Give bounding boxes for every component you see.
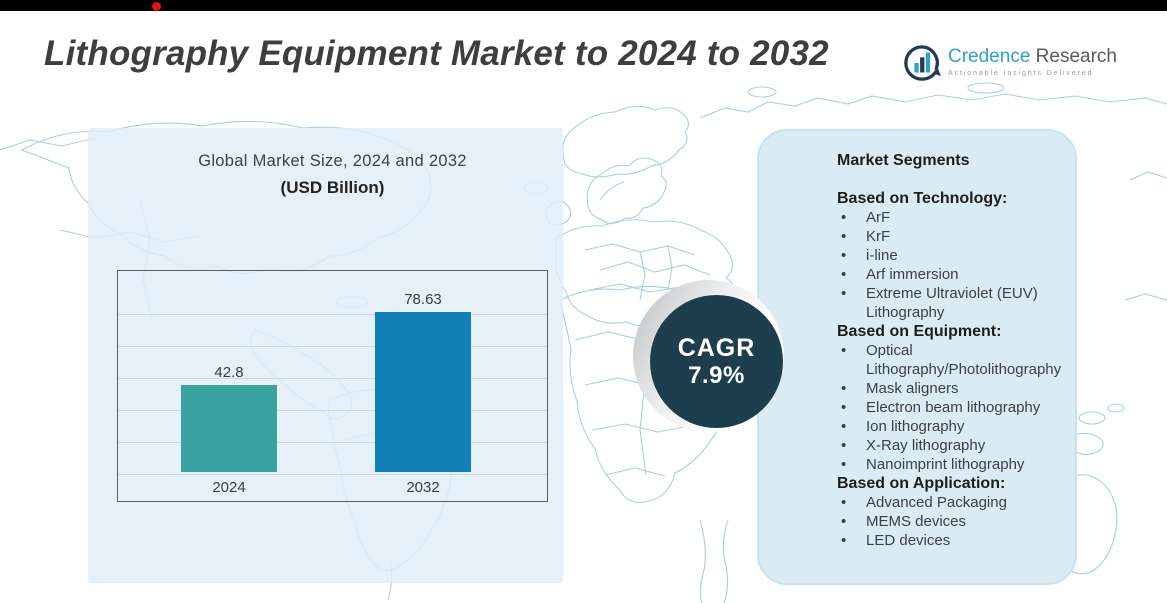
bar-group-2032: 78.63 xyxy=(375,291,471,472)
segment-list-application: Advanced Packaging MEMS devices LED devi… xyxy=(837,493,1062,550)
bar-2024 xyxy=(181,385,277,472)
segment-item: Ion lithography xyxy=(837,417,1062,436)
x-axis-label-2024: 2024 xyxy=(212,479,246,496)
bar-group-2024: 42.8 xyxy=(181,364,277,472)
segment-item: Electron beam lithography xyxy=(837,398,1062,417)
segment-item: Advanced Packaging xyxy=(837,493,1062,512)
segment-item: Optical Lithography/Photolithography xyxy=(837,341,1062,379)
gridline-baseline xyxy=(118,474,547,475)
chart-unit-label: (USD Billion) xyxy=(280,178,385,197)
gridline xyxy=(118,346,547,347)
credence-research-logo: Credence Research Actionable Insights De… xyxy=(903,44,1117,82)
gridline xyxy=(118,410,547,411)
logo-brand-secondary: Research xyxy=(1035,46,1117,67)
segment-item: i-line xyxy=(837,246,1062,265)
logo-brand-name: Credence Research xyxy=(948,47,1117,67)
segment-item: Extreme Ultraviolet (EUV) Lithography xyxy=(837,284,1062,322)
segment-item: Mask aligners xyxy=(837,379,1062,398)
bar-2032 xyxy=(375,312,471,472)
logo-text: Credence Research Actionable Insights De… xyxy=(948,44,1117,78)
gridline xyxy=(118,314,547,315)
top-black-bar xyxy=(0,0,1167,11)
segment-item: ArF xyxy=(837,208,1062,227)
segment-list-technology: ArF KrF i-line Arf immersion Extreme Ult… xyxy=(837,208,1062,322)
gridline xyxy=(118,442,547,443)
segment-item: LED devices xyxy=(837,531,1062,550)
bar-chart-plot-area: 42.8 78.63 2024 2032 xyxy=(117,270,548,502)
cagr-value: 7.9% xyxy=(688,361,745,389)
x-axis-label-2032: 2032 xyxy=(406,479,440,496)
segments-title: Market Segments xyxy=(837,152,970,169)
cagr-badge: CAGR 7.9% xyxy=(650,295,783,428)
segment-item: KrF xyxy=(837,227,1062,246)
chart-title: Global Market Size, 2024 and 2032 xyxy=(198,152,467,170)
segment-item: Nanoimprint lithography xyxy=(837,455,1062,474)
market-segments-panel: Market Segments Based on Technology: ArF… xyxy=(757,129,1077,585)
page-title: Lithography Equipment Market to 2024 to … xyxy=(44,34,829,73)
segment-heading-technology: Based on Technology: xyxy=(837,190,1008,207)
logo-tagline: Actionable Insights Delivered xyxy=(948,70,1094,77)
bar-chart-bubble-icon xyxy=(904,45,941,81)
bar-value-label-2024: 42.8 xyxy=(214,364,244,381)
market-size-chart-panel: Global Market Size, 2024 and 2032 (USD B… xyxy=(88,128,563,583)
logo-brand-primary: Credence xyxy=(948,46,1031,67)
red-dot-marker xyxy=(152,2,161,11)
segment-item: Arf immersion xyxy=(837,265,1062,284)
gridline xyxy=(118,378,547,379)
segment-heading-equipment: Based on Equipment: xyxy=(837,323,1002,340)
cagr-label: CAGR xyxy=(677,333,756,362)
segment-item: X-Ray lithography xyxy=(837,436,1062,455)
segment-list-equipment: Optical Lithography/Photolithography Mas… xyxy=(837,341,1062,474)
segment-heading-application: Based on Application: xyxy=(837,475,1006,492)
bar-value-label-2032: 78.63 xyxy=(404,291,442,308)
segment-item: MEMS devices xyxy=(837,512,1062,531)
